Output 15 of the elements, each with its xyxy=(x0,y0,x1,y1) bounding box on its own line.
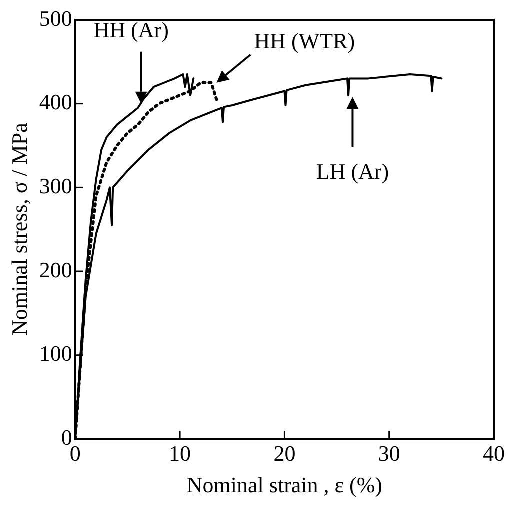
annotation: LH (Ar) xyxy=(316,158,390,184)
annotation: HH (Ar) xyxy=(94,18,169,43)
x-tick-label: 20 xyxy=(274,441,296,466)
y-axis-title: Nominal stress, σ / MPa xyxy=(6,122,32,336)
y-tick-label: 500 xyxy=(39,6,72,31)
y-tick-label: 100 xyxy=(39,341,72,366)
y-tick-label: 200 xyxy=(39,257,72,282)
x-tick-label: 30 xyxy=(378,441,400,466)
y-tick-label: 300 xyxy=(39,173,72,198)
x-tick-label: 10 xyxy=(169,441,192,466)
x-axis-title: Nominal strain , ε (%) xyxy=(186,472,382,498)
annotation: HH (WTR) xyxy=(254,28,356,54)
y-tick-label: 0 xyxy=(61,424,72,450)
y-tick-label: 400 xyxy=(39,90,72,115)
x-tick-label: 40 xyxy=(483,441,505,466)
